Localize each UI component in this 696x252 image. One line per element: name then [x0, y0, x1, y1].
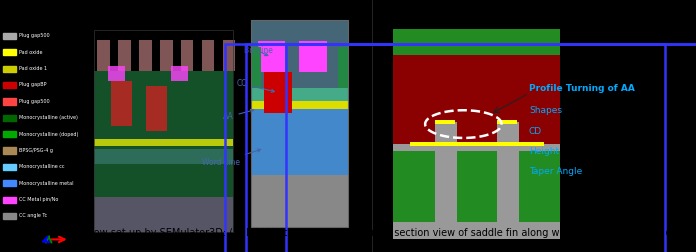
Text: Plug gapBP: Plug gapBP — [19, 82, 47, 87]
Text: (a): (a) — [125, 11, 146, 24]
Bar — [3, 164, 16, 170]
Bar — [338, 47, 348, 88]
Bar — [3, 66, 16, 72]
Bar — [457, 151, 497, 222]
Bar — [435, 122, 457, 222]
Text: Monocrystalline metal: Monocrystalline metal — [19, 181, 73, 186]
Text: Taper Angle: Taper Angle — [529, 167, 583, 176]
Bar — [94, 139, 233, 146]
Text: Plug gap500: Plug gap500 — [19, 99, 49, 104]
Bar — [393, 151, 435, 222]
Text: Pad oxide 1: Pad oxide 1 — [19, 66, 47, 71]
Bar — [497, 120, 517, 124]
Bar — [171, 66, 188, 81]
Text: Height: Height — [529, 147, 559, 156]
Bar — [497, 122, 519, 222]
Bar — [251, 20, 348, 88]
Bar — [519, 151, 560, 222]
Bar — [435, 120, 455, 124]
Text: Bit Line: Bit Line — [244, 46, 272, 56]
Bar — [108, 66, 125, 81]
Bar — [160, 40, 173, 71]
Bar — [251, 88, 348, 101]
Bar — [3, 213, 16, 219]
Bar — [393, 55, 560, 146]
Text: (b): (b) — [372, 11, 393, 24]
Bar — [264, 72, 292, 113]
Bar — [3, 147, 16, 154]
Bar — [3, 33, 16, 39]
Bar — [94, 149, 233, 164]
Bar — [118, 40, 131, 71]
Bar — [3, 180, 16, 186]
Bar — [94, 197, 233, 232]
Text: AA: AA — [223, 109, 253, 121]
Text: Word Line: Word Line — [202, 149, 261, 167]
Text: Monocrystalline (doped): Monocrystalline (doped) — [19, 132, 78, 137]
Text: Figure 1: Process flow set up by SEMulator3D: (a) DRAM structure and (b) Cross s: Figure 1: Process flow set up by SEMulat… — [2, 228, 694, 249]
Bar — [223, 40, 235, 71]
Bar — [139, 40, 152, 71]
Bar — [181, 40, 193, 71]
Bar — [3, 49, 16, 55]
Bar — [3, 98, 16, 105]
Text: CC angle Tc: CC angle Tc — [19, 213, 47, 218]
Bar — [94, 30, 233, 232]
Text: Pad oxide: Pad oxide — [19, 50, 42, 55]
Bar — [3, 131, 16, 137]
Bar — [258, 41, 285, 72]
Text: Shapes: Shapes — [529, 106, 562, 115]
Bar — [202, 40, 214, 71]
Text: BPSG/PSG-4 g: BPSG/PSG-4 g — [19, 148, 53, 153]
Text: Plug gap500: Plug gap500 — [19, 33, 49, 38]
Bar — [3, 82, 16, 88]
Text: Monocrystalline (active): Monocrystalline (active) — [19, 115, 78, 120]
Bar — [146, 86, 167, 131]
Bar — [251, 109, 348, 175]
Bar — [94, 71, 233, 197]
Bar — [410, 142, 544, 146]
Text: CC Metal pin/No: CC Metal pin/No — [19, 197, 58, 202]
Bar — [3, 197, 16, 203]
Bar — [3, 115, 16, 121]
Bar — [393, 29, 560, 57]
Bar — [251, 20, 348, 227]
Bar — [251, 175, 348, 227]
Bar — [393, 144, 560, 239]
Text: Profile Turning of AA: Profile Turning of AA — [529, 84, 635, 93]
Bar — [111, 81, 132, 126]
Bar — [299, 41, 327, 72]
Text: CC: CC — [237, 79, 274, 92]
Text: Monocrystalline cc: Monocrystalline cc — [19, 164, 64, 169]
Bar — [97, 40, 110, 71]
Bar — [251, 47, 261, 88]
Bar — [251, 101, 348, 109]
Text: CD: CD — [529, 127, 542, 136]
